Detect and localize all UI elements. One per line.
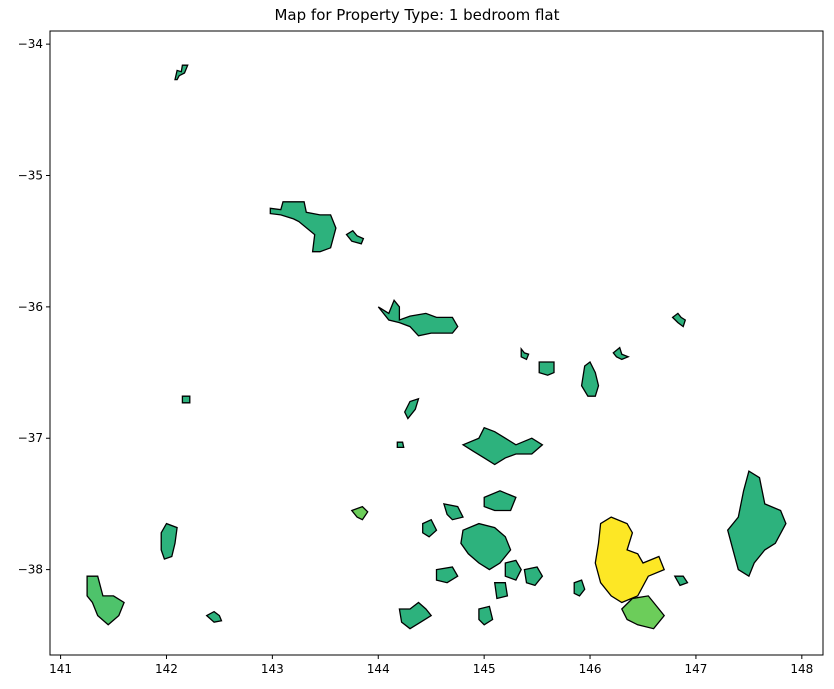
region-mildura bbox=[174, 64, 189, 81]
x-tick-label: 146 bbox=[579, 662, 602, 676]
x-tick-label: 142 bbox=[155, 662, 178, 676]
x-tick-label: 145 bbox=[473, 662, 496, 676]
region-layer bbox=[86, 64, 787, 630]
x-tick-label: 141 bbox=[49, 662, 72, 676]
y-tick-label: −35 bbox=[18, 169, 43, 183]
region-seymour bbox=[461, 426, 544, 466]
region-bairnsdale bbox=[673, 575, 689, 587]
region-wangaratta bbox=[612, 346, 630, 361]
region-werribee bbox=[435, 566, 459, 584]
region-geelong bbox=[398, 601, 433, 630]
region-horsham-dot bbox=[181, 395, 191, 404]
region-melton bbox=[422, 518, 438, 538]
region-shepparton-a bbox=[520, 347, 530, 361]
region-sale-yellow bbox=[594, 516, 666, 604]
region-benalla bbox=[580, 361, 600, 397]
region-pakenham bbox=[523, 566, 544, 587]
region-frankston bbox=[493, 582, 509, 600]
region-sunbury bbox=[442, 503, 464, 521]
region-wodonga bbox=[671, 312, 687, 328]
region-melbourne-core bbox=[460, 522, 512, 571]
region-mornington bbox=[478, 605, 494, 626]
x-tick-label: 147 bbox=[684, 662, 707, 676]
y-tick-label: −37 bbox=[18, 431, 43, 445]
y-axis: −34 −35 −36 −37 −38 bbox=[18, 37, 50, 577]
region-castlemaine bbox=[396, 441, 405, 449]
region-swan-hill bbox=[269, 201, 337, 253]
y-tick-label: −34 bbox=[18, 37, 43, 51]
plot-frame bbox=[49, 30, 824, 656]
region-traralgon-green bbox=[621, 595, 666, 630]
region-shepparton-b bbox=[538, 361, 555, 376]
region-echuca bbox=[377, 299, 459, 337]
region-east-gippsland bbox=[726, 470, 787, 578]
region-portland-edge bbox=[205, 610, 223, 623]
region-warragul bbox=[573, 579, 586, 597]
y-tick-label: −36 bbox=[18, 300, 43, 314]
map-title: Map for Property Type: 1 bedroom flat bbox=[274, 6, 560, 24]
region-bendigo bbox=[403, 397, 420, 420]
region-whittlesea bbox=[483, 490, 517, 512]
region-ballarat-small bbox=[350, 505, 369, 521]
x-tick-label: 148 bbox=[790, 662, 813, 676]
region-hamilton bbox=[160, 522, 178, 560]
y-tick-label: −38 bbox=[18, 563, 43, 577]
x-tick-label: 143 bbox=[261, 662, 284, 676]
x-tick-label: 144 bbox=[367, 662, 390, 676]
region-warrnambool-area bbox=[86, 575, 125, 626]
region-dandenong bbox=[504, 559, 522, 581]
x-axis: 141 142 143 144 145 146 147 148 bbox=[49, 655, 813, 676]
region-kerang bbox=[345, 229, 365, 245]
